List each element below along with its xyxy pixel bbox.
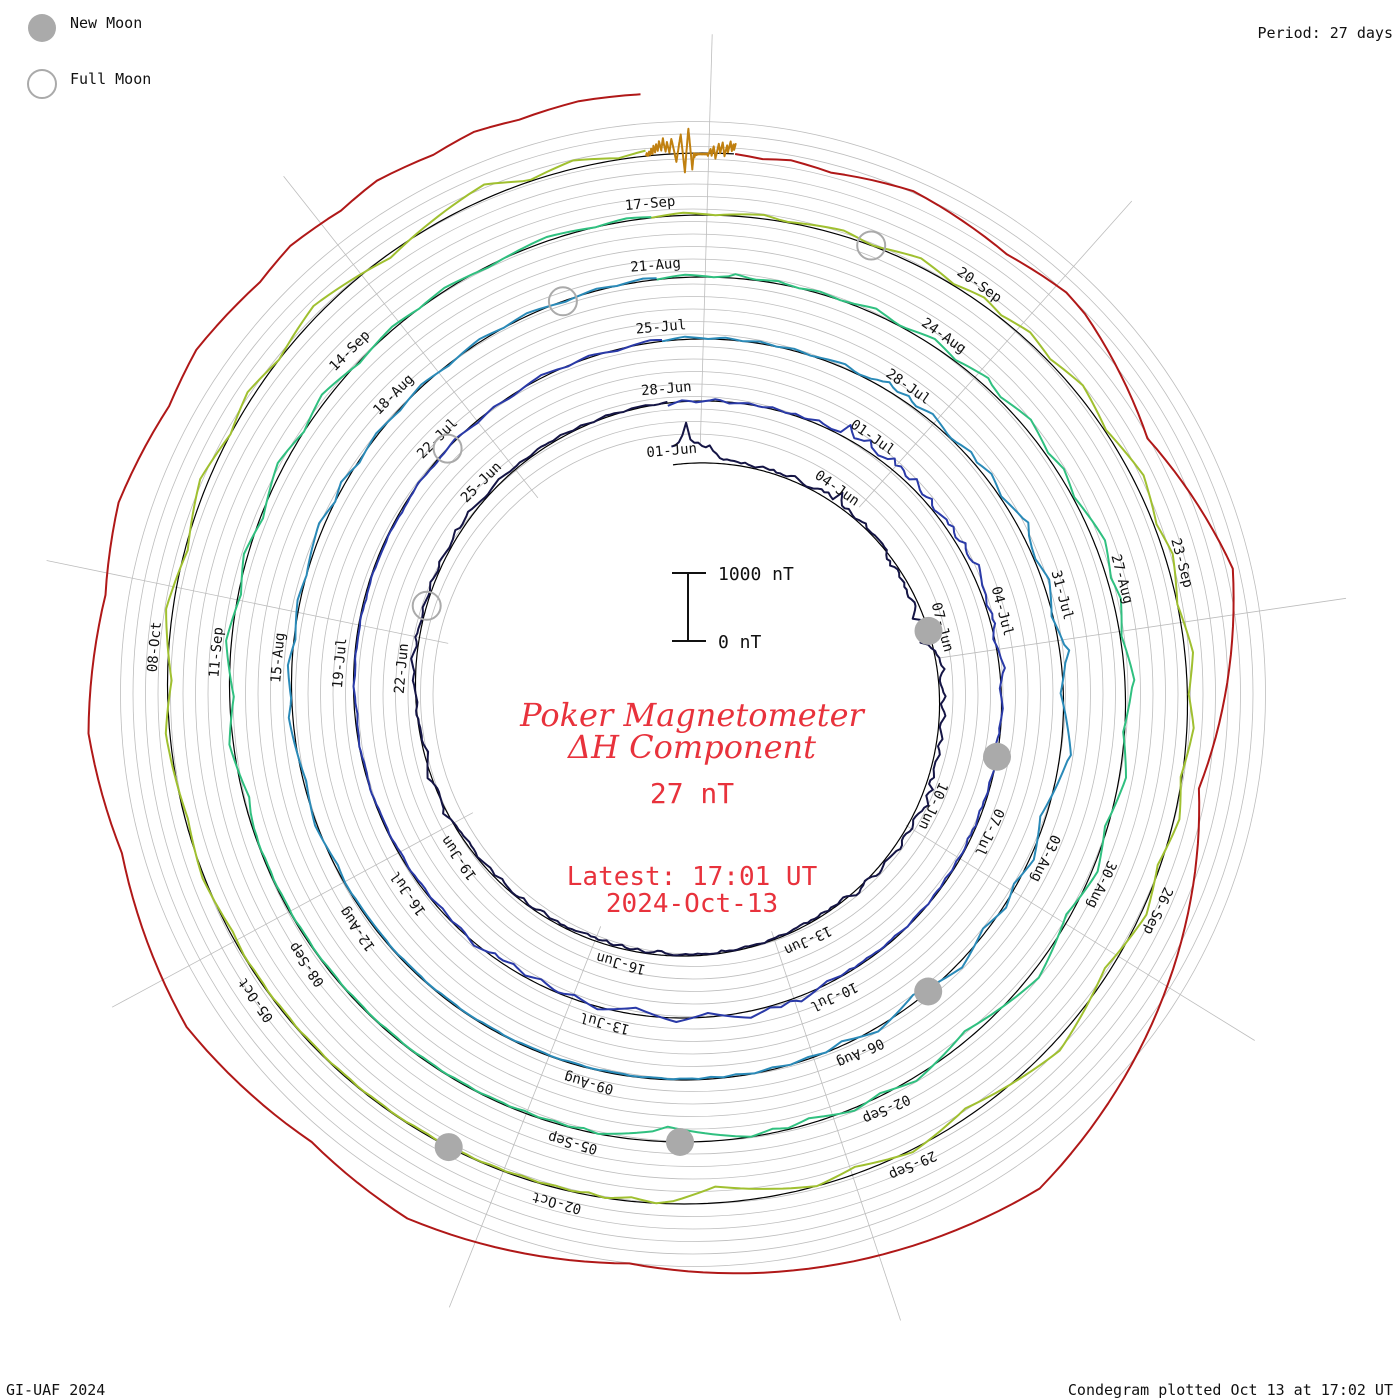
grid-ring bbox=[357, 358, 1029, 1030]
data-series bbox=[87, 93, 1235, 1275]
new-moon-legend-label: New Moon bbox=[70, 14, 142, 32]
new-moon-marker bbox=[434, 1133, 463, 1162]
date-label: 21-Aug bbox=[630, 255, 682, 275]
full-moon-legend-icon bbox=[27, 69, 57, 99]
date-label: 19-Jul bbox=[330, 637, 350, 689]
latest-date: 2024-Oct-13 bbox=[606, 889, 778, 919]
series-line-3 bbox=[286, 277, 1072, 1081]
date-label: 28-Jun bbox=[640, 379, 692, 399]
chart-title: Poker Magnetometer bbox=[519, 696, 865, 734]
chart-subtitle: ΔH Component bbox=[566, 728, 816, 766]
grid-ring bbox=[332, 333, 1054, 1055]
series-line-1 bbox=[410, 400, 947, 957]
grid-spoke bbox=[448, 926, 602, 1308]
grid-ring bbox=[320, 321, 1066, 1067]
grid-ring bbox=[145, 146, 1241, 1242]
series-line-7 bbox=[87, 93, 1235, 1275]
grid-ring bbox=[245, 246, 1141, 1142]
grid-ring bbox=[407, 408, 979, 980]
grid-spokes bbox=[46, 34, 1347, 1321]
series-line-4 bbox=[225, 216, 1136, 1138]
date-label: 15-Aug bbox=[268, 632, 288, 684]
date-label: 11-Sep bbox=[206, 626, 226, 678]
scale-bar bbox=[672, 572, 706, 642]
date-label: 03-Aug bbox=[1027, 832, 1063, 885]
grid-ring bbox=[395, 396, 991, 992]
series-line-5 bbox=[164, 149, 1195, 1205]
series-line-2 bbox=[352, 339, 1006, 1023]
new-moon-marker bbox=[983, 742, 1011, 771]
new-moon-marker bbox=[666, 1128, 694, 1156]
date-label: 10-Jun bbox=[915, 780, 951, 833]
grid-ring bbox=[420, 421, 966, 967]
full-moon-marker bbox=[856, 230, 887, 261]
date-label: 08-Sep bbox=[286, 939, 328, 990]
new-moon-marker bbox=[914, 616, 943, 645]
full-moon-marker bbox=[547, 286, 578, 317]
footer-credit: GI-UAF 2024 bbox=[6, 1381, 105, 1399]
full-moon-marker bbox=[411, 590, 442, 621]
grid-spoke bbox=[111, 812, 474, 1008]
grid-ring bbox=[157, 158, 1229, 1230]
period-label: Period: 27 days bbox=[1258, 24, 1393, 42]
grid-spoke bbox=[940, 597, 1347, 659]
new-moon-marker bbox=[914, 977, 943, 1006]
date-label: 14-Sep bbox=[326, 327, 373, 374]
full-moon-legend-label: Full Moon bbox=[70, 70, 151, 88]
grid-rings bbox=[120, 121, 1266, 1267]
date-label: 05-Oct bbox=[235, 975, 277, 1026]
date-label: 26-Sep bbox=[1140, 884, 1176, 937]
grid-spoke bbox=[46, 560, 449, 644]
grid-ring bbox=[120, 121, 1266, 1267]
grid-spoke bbox=[905, 824, 1255, 1041]
new-moon-legend-icon bbox=[28, 14, 56, 42]
footer-plot-time: Condegram plotted Oct 13 at 17:02 UT bbox=[1068, 1381, 1393, 1399]
grid-ring bbox=[270, 271, 1116, 1117]
date-label: 06-Aug bbox=[834, 1035, 887, 1071]
date-label: 02-Sep bbox=[860, 1091, 913, 1127]
date-label: 17-Sep bbox=[624, 194, 676, 214]
date-label: 07-Jul bbox=[971, 806, 1007, 859]
grid-ring bbox=[195, 196, 1191, 1192]
full-moon-marker bbox=[432, 433, 463, 464]
scale-bottom-label: 0 nT bbox=[718, 632, 762, 653]
grid-ring bbox=[207, 208, 1179, 1180]
grid-ring bbox=[370, 371, 1016, 1017]
grid-spoke bbox=[858, 200, 1133, 508]
baseline-spiral-path bbox=[166, 152, 1189, 1205]
date-label: 25-Jul bbox=[635, 317, 687, 337]
grid-ring bbox=[257, 258, 1129, 1130]
date-label: 20-Sep bbox=[954, 264, 1005, 306]
moon-markers bbox=[411, 230, 1011, 1162]
grid-ring bbox=[295, 296, 1091, 1092]
grid-ring bbox=[345, 346, 1041, 1042]
date-label: 22-Jun bbox=[392, 643, 412, 695]
latest-time: Latest: 17:01 UT bbox=[567, 862, 818, 892]
grid-ring bbox=[132, 133, 1254, 1255]
baseline-value: 27 nT bbox=[650, 777, 734, 810]
grid-ring bbox=[307, 308, 1079, 1080]
date-label: 01-Jun bbox=[646, 441, 698, 461]
date-label: 08-Oct bbox=[145, 621, 165, 673]
grid-ring bbox=[382, 383, 1004, 1005]
baseline-spiral bbox=[166, 152, 1189, 1205]
grid-ring bbox=[282, 283, 1104, 1105]
scale-top-label: 1000 nT bbox=[718, 564, 794, 585]
grid-spoke bbox=[699, 34, 713, 445]
series-line-6 bbox=[644, 127, 737, 174]
grid-spoke bbox=[283, 176, 539, 499]
grid-ring bbox=[220, 221, 1166, 1167]
